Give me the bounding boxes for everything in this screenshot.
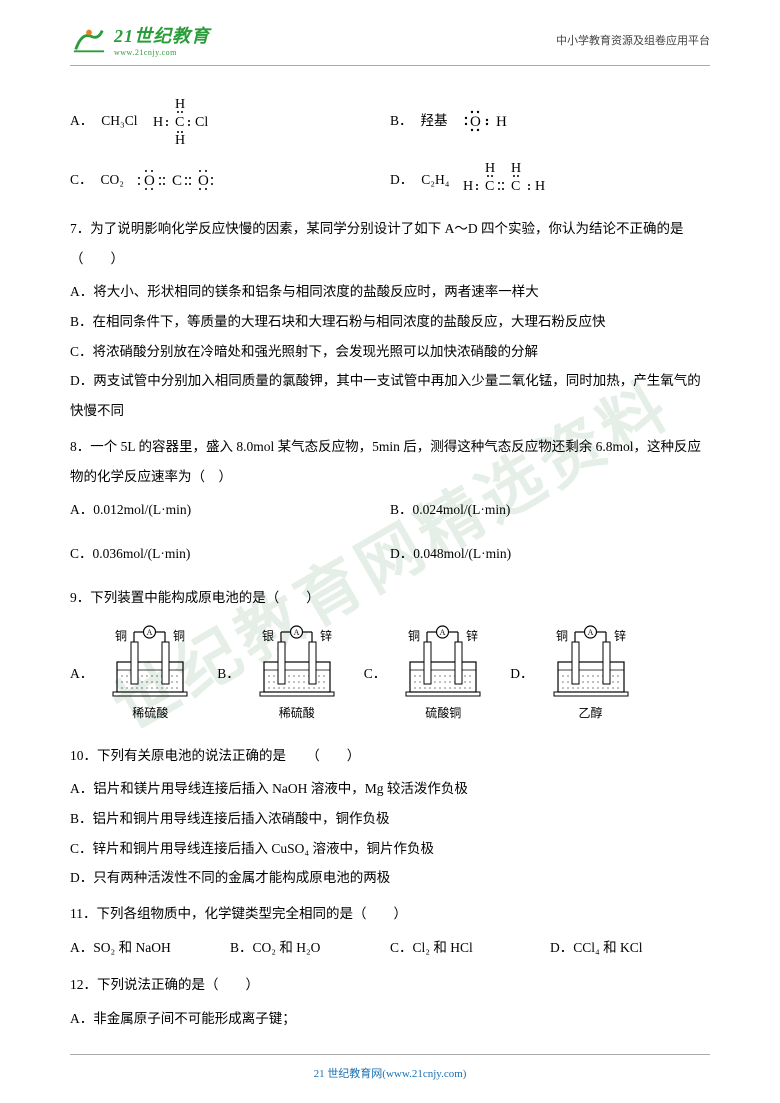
cell-solution-label: 稀硫酸 [279, 700, 315, 726]
q11-stem: 11．下列各组物质中，化学键类型完全相同的是（ ） [70, 899, 710, 929]
q6-a-label: A． [70, 106, 93, 136]
q11-b: B．CO₂ 和 H₂O [230, 933, 390, 963]
svg-text:A: A [293, 628, 299, 637]
svg-text:H: H [485, 161, 495, 176]
svg-text:H: H [535, 179, 545, 194]
q8-b: B．0.024mol/(L·min) [390, 495, 710, 525]
electrochemical-cell-icon: A 银 锌 [242, 620, 352, 698]
electrochemical-cell-icon: A 铜 锌 [536, 620, 646, 698]
svg-text:C: C [175, 115, 184, 130]
q6-c-formula: CO₂ [101, 165, 124, 195]
svg-text:Cl: Cl [195, 115, 208, 130]
lewis-oh-icon: O H [456, 106, 516, 136]
q7-stem: 7．为了说明影响化学反应快慢的因素，某同学分别设计了如下 A～D 四个实验，你认… [70, 214, 710, 273]
electrochemical-cell-icon: A 铜 锌 [388, 620, 498, 698]
cell-option-letter: C． [364, 659, 387, 689]
q7-c: C．将浓硝酸分别放在冷暗处和强光照射下，会发现光照可以加快浓硝酸的分解 [70, 337, 710, 367]
cell-diagram: B． A 银 锌 稀硫酸 [217, 620, 352, 726]
q6-row-2: C． CO₂ O C O D． C₂H₄ H [70, 160, 710, 200]
svg-text:C: C [511, 179, 520, 194]
cell-option-letter: B． [217, 659, 240, 689]
q12-a: A．非金属原子间不可能形成离子键； [70, 1004, 710, 1034]
svg-text:银: 银 [262, 629, 274, 643]
svg-text:A: A [147, 628, 153, 637]
svg-text:C: C [172, 173, 182, 189]
logo-sub-text: www.21cnjy.com [114, 48, 210, 57]
q8-c: C．0.036mol/(L·min) [70, 539, 390, 569]
svg-text:A: A [440, 628, 446, 637]
q10-stem: 10．下列有关原电池的说法正确的是 （ ） [70, 741, 710, 771]
cell-option-letter: A． [70, 659, 93, 689]
q6-c-label: C． [70, 165, 93, 195]
header-platform-text: 中小学教育资源及组卷应用平台 [556, 32, 710, 48]
cell-solution-label: 乙醇 [579, 700, 603, 726]
svg-text:H: H [463, 179, 473, 194]
svg-text:H: H [511, 161, 521, 176]
logo: 21世纪教育 www.21cnjy.com [70, 22, 210, 57]
cell-diagram: C． A 铜 锌 硫酸铜 [364, 620, 499, 726]
logo-runner-icon [70, 23, 108, 57]
q10-d: D．只有两种活泼性不同的金属才能构成原电池的两极 [70, 863, 710, 893]
electrochemical-cell-icon: A 铜 铜 [95, 620, 205, 698]
q8-a: A．0.012mol/(L·min) [70, 495, 390, 525]
main-content: A． CH₃Cl H C Cl H H B． 羟基 O H [0, 66, 780, 1054]
q8-d: D．0.048mol/(L·min) [390, 539, 710, 569]
svg-text:铜: 铜 [556, 628, 568, 643]
lewis-co2-icon: O C O [132, 167, 222, 193]
q7-b: B．在相同条件下，等质量的大理石块和大理石粉与相同浓度的盐酸反应，大理石粉反应快 [70, 307, 710, 337]
q6-row-1: A． CH₃Cl H C Cl H H B． 羟基 O H [70, 96, 710, 146]
cell-solution-label: 硫酸铜 [425, 700, 461, 726]
lewis-c2h4-icon: H C C H H H [457, 160, 557, 200]
cell-diagram: A． A 铜 铜 稀硫酸 [70, 620, 205, 726]
svg-text:H: H [175, 97, 185, 112]
svg-text:O: O [198, 173, 209, 189]
svg-text:铜: 铜 [115, 628, 127, 643]
cell-diagram: D． A 铜 锌 乙醇 [510, 620, 645, 726]
svg-text:H: H [496, 114, 507, 130]
q11-c: C．Cl₂ 和 HCl [390, 933, 550, 963]
page-footer: 21 世纪教育网(www.21cnjy.com) [70, 1054, 710, 1081]
q6-a-formula: CH₃Cl [101, 106, 137, 136]
svg-text:H: H [153, 115, 163, 130]
q11-d: D．CCl₄ 和 KCl [550, 933, 710, 963]
svg-text:铜: 铜 [173, 628, 185, 643]
svg-text:A: A [587, 628, 593, 637]
q8-stem: 8．一个 5L 的容器里，盛入 8.0mol 某气态反应物，5min 后，测得这… [70, 432, 710, 491]
q10-c: C．锌片和铜片用导线连接后插入 CuSO₄ 溶液中，铜片作负极 [70, 834, 710, 864]
q6-d-label: D． [390, 165, 413, 195]
svg-text:锌: 锌 [466, 629, 478, 643]
cell-solution-label: 稀硫酸 [132, 700, 168, 726]
svg-text:H: H [175, 133, 185, 146]
q6-b-label: B． [390, 106, 413, 136]
svg-text:铜: 铜 [408, 628, 420, 643]
q9-stem: 9．下列装置中能构成原电池的是（ ） [70, 583, 710, 613]
svg-text:O: O [144, 173, 155, 189]
logo-main-text: 21世纪教育 [114, 22, 210, 48]
cell-option-letter: D． [510, 659, 533, 689]
lewis-ch3cl-icon: H C Cl H H [145, 96, 215, 146]
svg-text:O: O [470, 114, 481, 130]
q7-a: A．将大小、形状相同的镁条和铝条与相同浓度的盐酸反应时，两者速率一样大 [70, 277, 710, 307]
svg-text:锌: 锌 [320, 629, 332, 643]
q7-d: D．两支试管中分别加入相同质量的氯酸钾，其中一支试管中再加入少量二氧化锰，同时加… [70, 366, 710, 425]
svg-text:C: C [485, 179, 494, 194]
q6-d-formula: C₂H₄ [421, 165, 449, 195]
q6-b-text: 羟基 [421, 106, 448, 136]
q12-stem: 12．下列说法正确的是（ ） [70, 970, 710, 1000]
q10-a: A．铝片和镁片用导线连接后插入 NaOH 溶液中，Mg 较活泼作负极 [70, 774, 710, 804]
page-header: 21世纪教育 www.21cnjy.com 中小学教育资源及组卷应用平台 [70, 0, 710, 66]
svg-text:锌: 锌 [614, 629, 626, 643]
q9-diagrams-row: A． A 铜 铜 稀硫酸B． A 银 锌 稀硫酸C． [70, 620, 710, 726]
q10-b: B．铝片和铜片用导线连接后插入浓硝酸中，铜作负极 [70, 804, 710, 834]
q11-a: A．SO₂ 和 NaOH [70, 933, 230, 963]
